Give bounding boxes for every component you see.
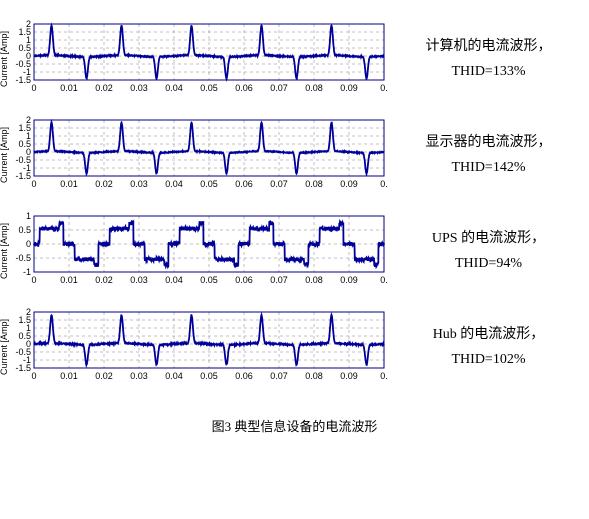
ylabel: Current [Amp] <box>0 319 9 375</box>
figure-caption: 图3 典型信息设备的电流波形 <box>10 416 579 435</box>
svg-text:0.01: 0.01 <box>60 83 78 93</box>
ylabel: Current [Amp] <box>0 31 9 87</box>
caption-line1: Hub 的电流波形， <box>398 322 579 347</box>
chart-caption-computer: 计算机的电流波形， THID=133% <box>390 34 579 84</box>
svg-text:-0.5: -0.5 <box>15 253 31 263</box>
svg-text:0.08: 0.08 <box>305 179 323 189</box>
svg-text:0.05: 0.05 <box>200 371 218 381</box>
svg-text:0.: 0. <box>380 83 388 93</box>
svg-text:1: 1 <box>26 212 31 221</box>
svg-text:0.09: 0.09 <box>340 179 358 189</box>
svg-text:0: 0 <box>31 275 36 285</box>
chart-caption-hub: Hub 的电流波形， THID=102% <box>390 322 579 372</box>
chart-caption-monitor: 显示器的电流波形， THID=142% <box>390 130 579 180</box>
svg-text:0.03: 0.03 <box>130 83 148 93</box>
svg-text:0.: 0. <box>380 371 388 381</box>
svg-text:0.07: 0.07 <box>270 179 288 189</box>
chart-computer: Current [Amp] -1.5-1-0.500.511.5200.010.… <box>10 20 390 98</box>
svg-text:0.06: 0.06 <box>235 371 253 381</box>
svg-text:0.02: 0.02 <box>95 371 113 381</box>
svg-text:0.04: 0.04 <box>165 275 183 285</box>
svg-text:0: 0 <box>31 371 36 381</box>
svg-text:0.08: 0.08 <box>305 275 323 285</box>
chart-hub: Current [Amp] -1.5-1-0.500.511.5200.010.… <box>10 308 390 386</box>
svg-text:0.03: 0.03 <box>130 371 148 381</box>
svg-text:0.04: 0.04 <box>165 371 183 381</box>
svg-text:0.02: 0.02 <box>95 83 113 93</box>
svg-text:-1: -1 <box>23 267 31 277</box>
svg-text:0.08: 0.08 <box>305 83 323 93</box>
svg-text:0: 0 <box>26 239 31 249</box>
svg-text:0.03: 0.03 <box>130 179 148 189</box>
chart-row-monitor: Current [Amp] -1.5-1-0.500.511.5200.010.… <box>10 116 579 194</box>
svg-text:0.07: 0.07 <box>270 275 288 285</box>
chart-row-hub: Current [Amp] -1.5-1-0.500.511.5200.010.… <box>10 308 579 386</box>
svg-text:0.05: 0.05 <box>200 275 218 285</box>
svg-text:0.06: 0.06 <box>235 179 253 189</box>
svg-text:0.01: 0.01 <box>60 179 78 189</box>
svg-text:0.07: 0.07 <box>270 371 288 381</box>
caption-line2: THID=102% <box>398 347 579 372</box>
svg-text:0.: 0. <box>380 275 388 285</box>
svg-text:0.07: 0.07 <box>270 83 288 93</box>
svg-text:0.5: 0.5 <box>18 225 31 235</box>
chart-row-computer: Current [Amp] -1.5-1-0.500.511.5200.010.… <box>10 20 579 98</box>
chart-ups: Current [Amp] -1-0.500.5100.010.020.030.… <box>10 212 390 290</box>
svg-text:0.03: 0.03 <box>130 275 148 285</box>
svg-text:0.08: 0.08 <box>305 371 323 381</box>
svg-text:0.02: 0.02 <box>95 275 113 285</box>
svg-text:0.05: 0.05 <box>200 179 218 189</box>
caption-line2: THID=94% <box>398 251 579 276</box>
svg-text:0.09: 0.09 <box>340 275 358 285</box>
svg-text:0.02: 0.02 <box>95 179 113 189</box>
svg-text:0.09: 0.09 <box>340 371 358 381</box>
svg-text:0.01: 0.01 <box>60 275 78 285</box>
caption-line2: THID=142% <box>398 155 579 180</box>
svg-text:0.09: 0.09 <box>340 83 358 93</box>
ylabel: Current [Amp] <box>0 127 9 183</box>
chart-monitor: Current [Amp] -1.5-1-0.500.511.5200.010.… <box>10 116 390 194</box>
svg-text:0.: 0. <box>380 179 388 189</box>
svg-text:0: 0 <box>31 83 36 93</box>
figure-container: Current [Amp] -1.5-1-0.500.511.5200.010.… <box>0 0 589 455</box>
svg-text:0.06: 0.06 <box>235 83 253 93</box>
caption-line1: 计算机的电流波形， <box>398 34 579 59</box>
svg-text:0.01: 0.01 <box>60 371 78 381</box>
chart-caption-ups: UPS 的电流波形， THID=94% <box>390 226 579 276</box>
caption-line1: UPS 的电流波形， <box>398 226 579 251</box>
svg-text:2: 2 <box>26 308 31 317</box>
svg-text:0.04: 0.04 <box>165 83 183 93</box>
svg-text:2: 2 <box>26 116 31 125</box>
caption-line2: THID=133% <box>398 59 579 84</box>
svg-text:0: 0 <box>31 179 36 189</box>
svg-text:0.05: 0.05 <box>200 83 218 93</box>
ylabel: Current [Amp] <box>0 223 9 279</box>
svg-text:2: 2 <box>26 20 31 29</box>
caption-line1: 显示器的电流波形， <box>398 130 579 155</box>
svg-text:0.06: 0.06 <box>235 275 253 285</box>
svg-text:0.04: 0.04 <box>165 179 183 189</box>
chart-row-ups: Current [Amp] -1-0.500.5100.010.020.030.… <box>10 212 579 290</box>
